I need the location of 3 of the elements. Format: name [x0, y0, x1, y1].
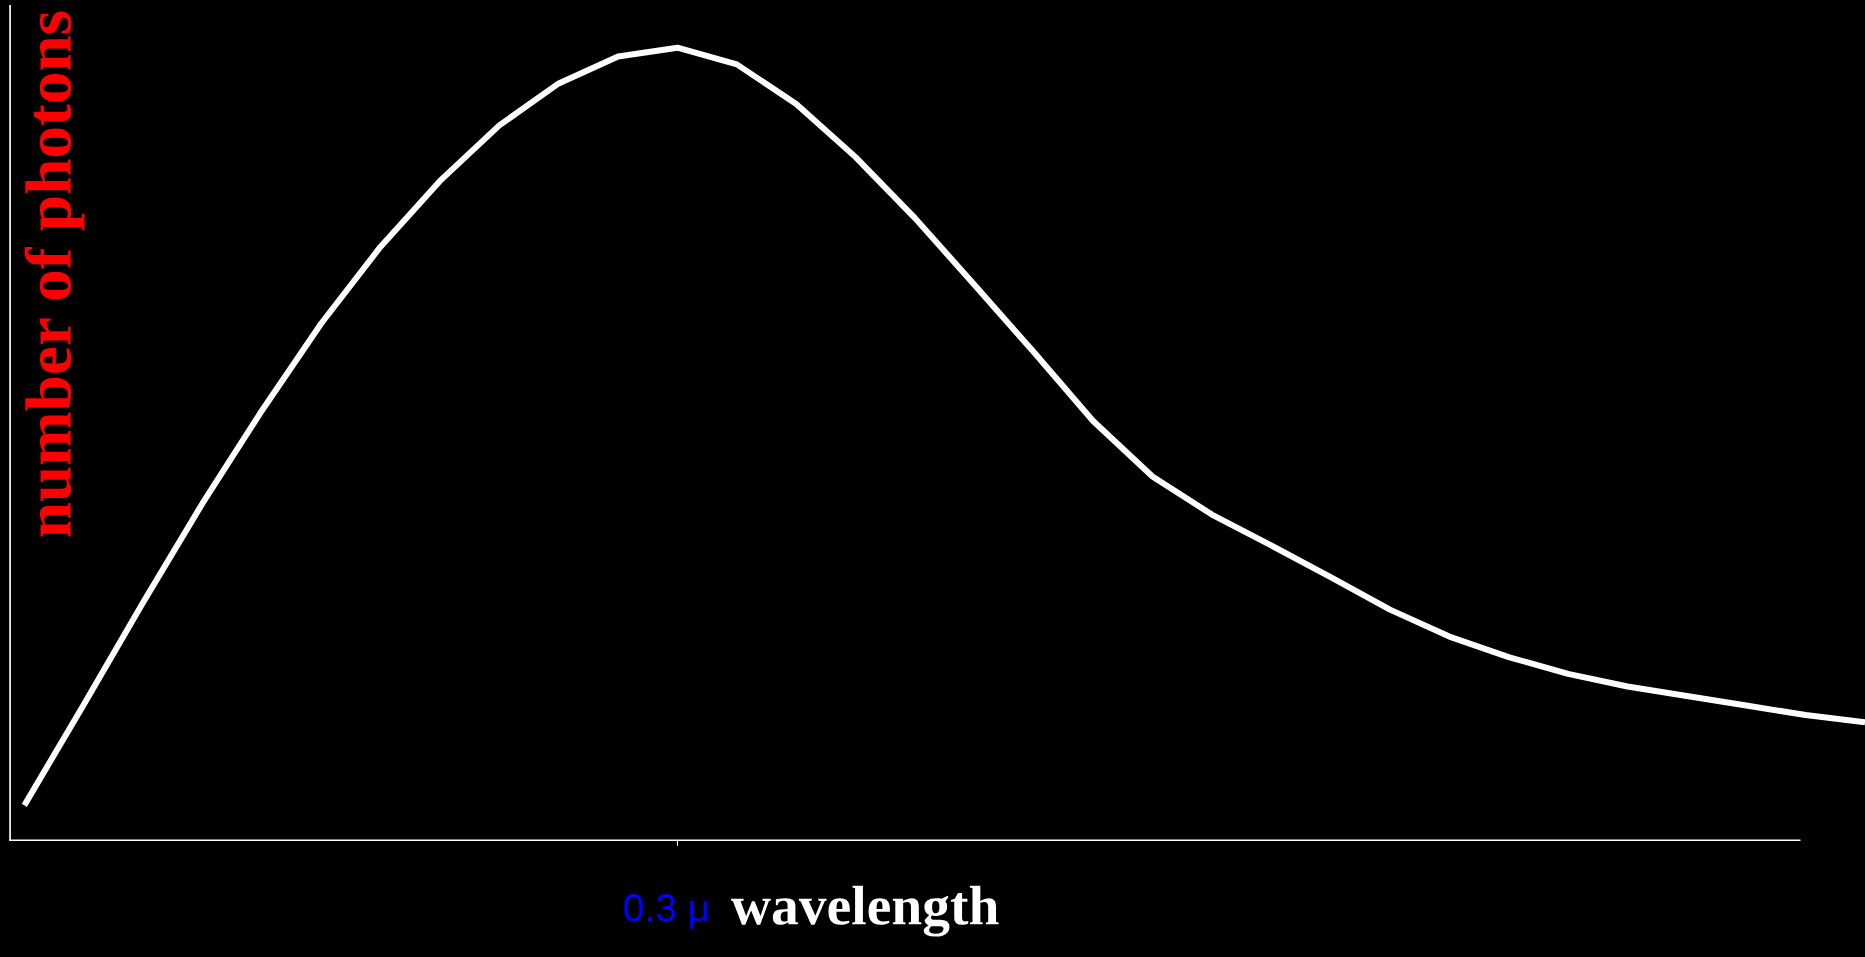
x-axis-title: wavelength — [731, 885, 999, 937]
y-axis-title: number of photons — [24, 11, 85, 537]
text: 0.3 μ — [624, 894, 708, 929]
